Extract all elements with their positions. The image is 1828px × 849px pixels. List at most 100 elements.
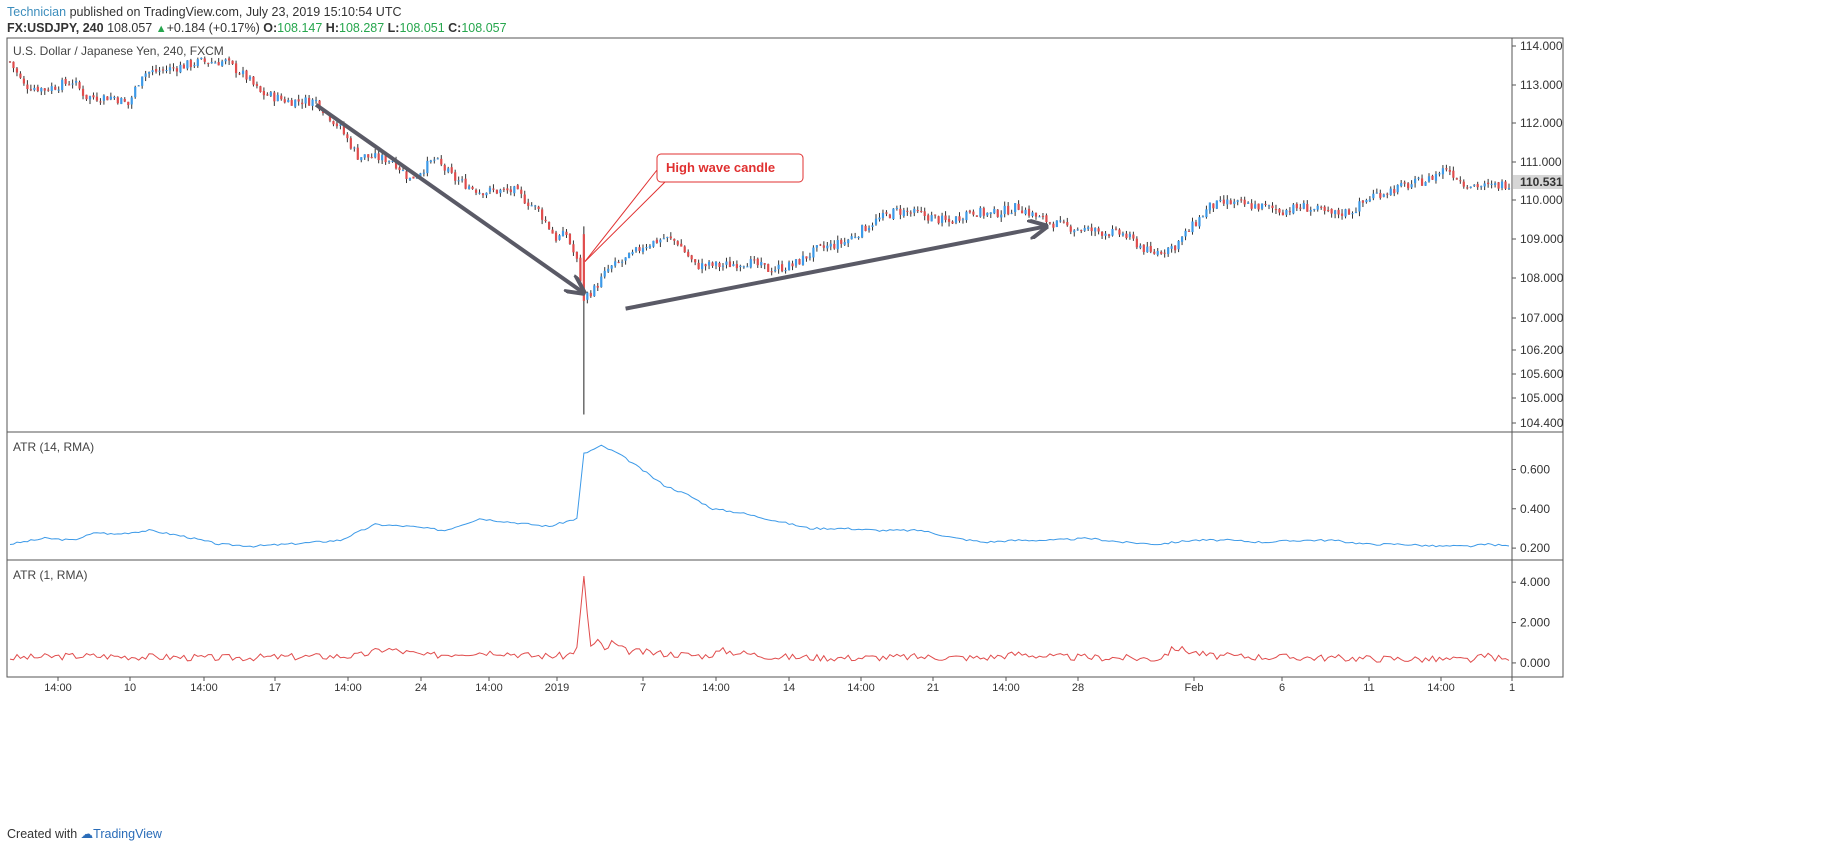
candle-body (1048, 222, 1052, 224)
candle-body (297, 99, 300, 102)
candlestick-series (8, 56, 1511, 415)
candle-body (951, 221, 954, 224)
candle-body (923, 211, 926, 216)
candle-body (774, 269, 777, 272)
candle-body (568, 233, 572, 244)
candle-body (134, 86, 137, 98)
candle-body (1358, 201, 1361, 212)
candle-body (714, 261, 718, 266)
candle-body (1323, 206, 1326, 211)
trend-arrow (314, 103, 584, 293)
candle-body (495, 189, 499, 194)
candle-body (850, 236, 853, 240)
candle-body (843, 241, 846, 245)
candle-body (1041, 215, 1045, 217)
current-price-tag (1513, 174, 1562, 189)
candle-body (19, 73, 22, 78)
candle-body (1490, 183, 1493, 185)
candle-body (885, 212, 888, 214)
candle-body (1413, 178, 1417, 184)
candle-body (474, 189, 478, 193)
candle-body (81, 88, 85, 96)
atr-tick-label: 2.000 (1520, 616, 1550, 630)
candle-body (1174, 245, 1177, 251)
candle-body (377, 153, 380, 161)
candle-body (231, 60, 234, 64)
candle-body (551, 229, 554, 234)
candle-body (1483, 183, 1486, 187)
candle-body (718, 262, 721, 268)
candle-body (1302, 203, 1305, 209)
tradingview-brand[interactable]: TradingView (93, 827, 162, 841)
candle-body (276, 94, 279, 102)
candle-body (833, 243, 836, 249)
candle-body (902, 210, 905, 216)
candle-body (290, 100, 293, 106)
candle-body (259, 86, 262, 92)
chart-frame (6, 37, 1564, 678)
price-tick-label: 106.200 (1520, 343, 1564, 357)
candle-body (895, 208, 898, 210)
candle-body (579, 257, 582, 282)
footer: Created with ☁TradingView (7, 826, 162, 841)
candle-body (760, 262, 763, 266)
atr-tick-label: 4.000 (1520, 575, 1550, 589)
candle-body (1215, 200, 1218, 209)
candle-body (916, 209, 919, 212)
candle-body (1347, 209, 1351, 215)
candle-body (1135, 238, 1138, 248)
candle-body (1132, 234, 1135, 239)
candle-body (1104, 233, 1107, 236)
current-price-label: 110.531 (1520, 175, 1563, 189)
candle-body (954, 216, 958, 223)
candle-body (1208, 202, 1211, 211)
candle-body (728, 261, 732, 268)
candle-body (1125, 233, 1128, 239)
candle-body (353, 147, 356, 149)
candle-body (182, 64, 185, 69)
candle-body (554, 232, 558, 241)
candle-body (972, 211, 975, 215)
price-tick-label: 111.000 (1520, 155, 1562, 169)
candle-body (1076, 229, 1079, 231)
candle-body (641, 248, 645, 252)
candle-body (607, 268, 610, 272)
candle-body (652, 240, 655, 247)
candle-body (1504, 181, 1507, 189)
candle-body (1080, 230, 1083, 232)
candle-body (1156, 251, 1159, 255)
candle-body (787, 262, 791, 271)
candle-body (1330, 208, 1333, 214)
candle-body (1111, 228, 1114, 236)
candle-body (1250, 203, 1253, 209)
candle-body (947, 218, 951, 222)
callout-pointer (584, 169, 658, 262)
candle-body (141, 76, 144, 86)
candle-body (944, 215, 947, 220)
candle-body (433, 159, 436, 161)
candle-body (523, 194, 526, 204)
candle-body (1087, 227, 1090, 229)
candle-body (847, 239, 850, 244)
candle-body (454, 172, 457, 181)
candle-body (624, 257, 627, 261)
candle-body (794, 259, 798, 266)
candle-body (1379, 192, 1382, 198)
tradingview-logo-icon[interactable]: ☁ (80, 827, 94, 841)
candle-body (241, 70, 245, 75)
time-tick-label: 14:00 (334, 682, 362, 694)
candle-body (349, 138, 352, 149)
candle-body (808, 256, 812, 258)
atr14-line (9, 444, 1510, 548)
candle-body (934, 214, 937, 216)
candle-body (294, 99, 297, 107)
candle-body (1100, 231, 1104, 236)
candle-body (621, 261, 624, 263)
author-link[interactable]: Technician (7, 5, 67, 19)
candle-body (1462, 181, 1465, 187)
candle-body (857, 236, 860, 238)
candle-body (756, 258, 759, 266)
candle-body (753, 259, 756, 261)
candle-body (836, 239, 839, 250)
